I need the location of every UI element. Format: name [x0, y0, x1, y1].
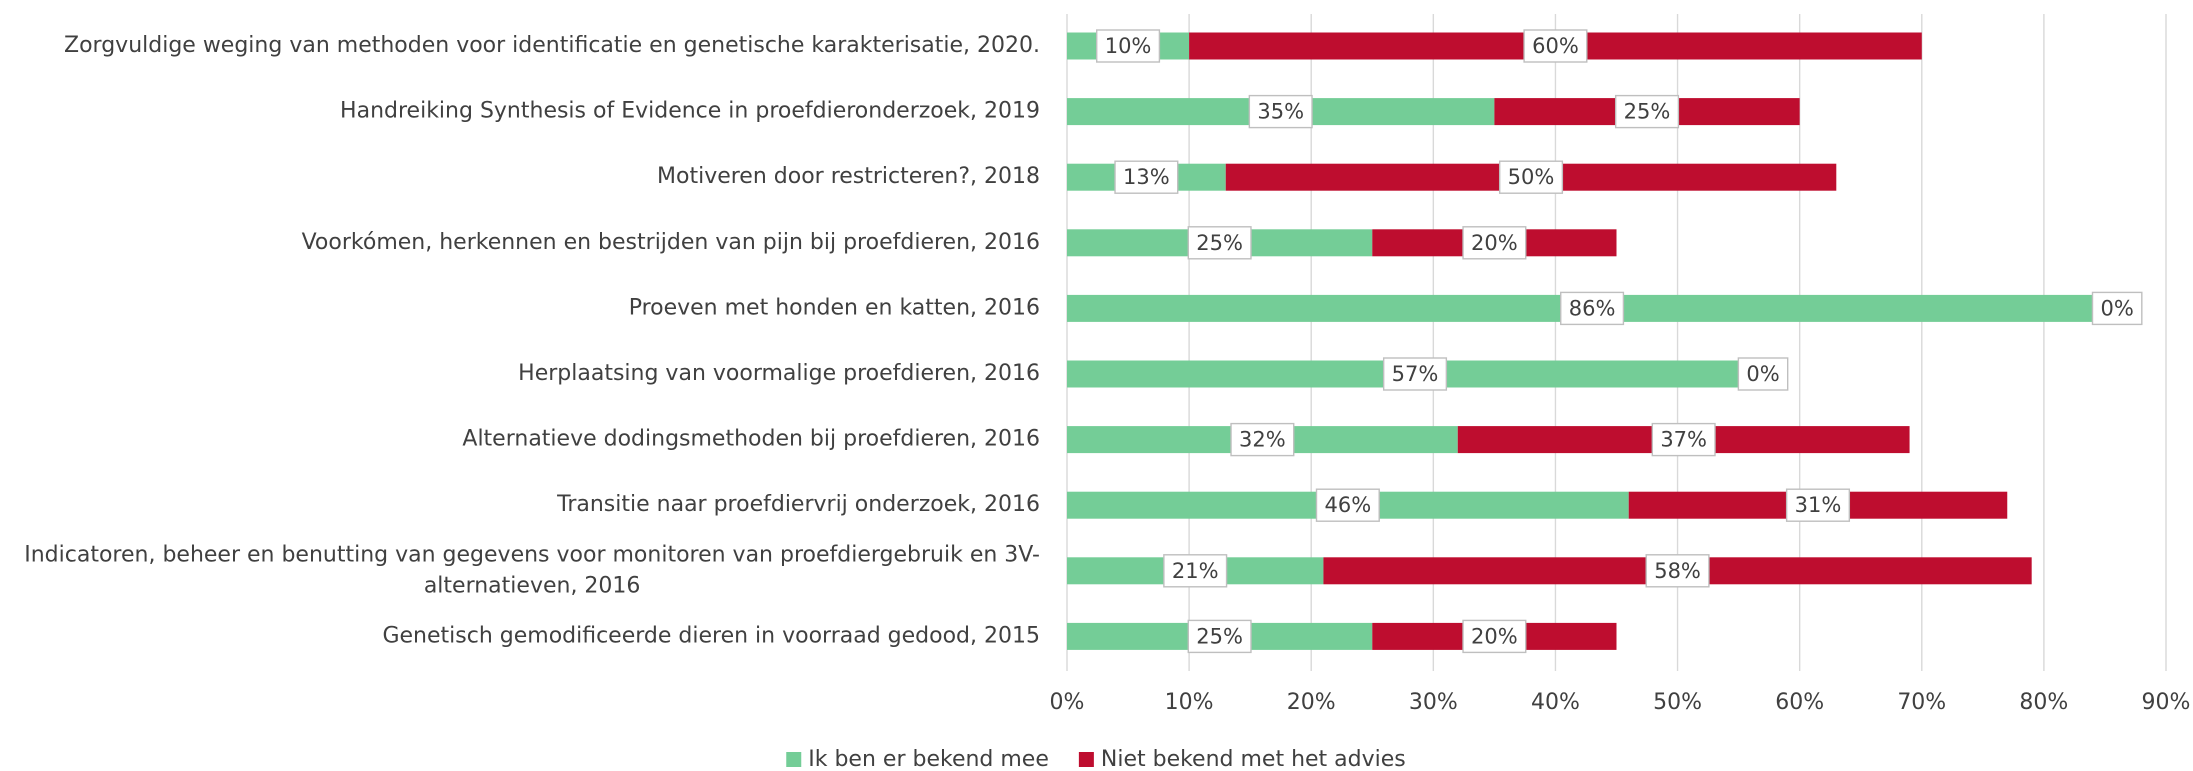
data-label: 13% [1114, 160, 1179, 194]
data-label-text: 50% [1508, 165, 1555, 189]
x-tick-label: 50% [1653, 690, 1702, 715]
legend-label: Ik ben er bekend mee [808, 747, 1049, 771]
y-tick-label: Herplaatsing van voormalige proefdieren,… [518, 361, 1040, 386]
data-label-text: 20% [1471, 624, 1518, 648]
y-tick-label: Proeven met honden en katten, 2016 [629, 295, 1040, 320]
data-label-box [2091, 291, 2143, 326]
x-tick-label: 30% [1409, 690, 1458, 715]
data-label-text: 37% [1660, 428, 1707, 452]
data-label-box [1187, 619, 1252, 654]
data-label-box [1462, 226, 1527, 260]
data-label-text: 86% [1569, 296, 1616, 320]
data-label: 10% [1096, 29, 1161, 63]
data-label: 25% [1187, 226, 1252, 260]
data-label-text: 0% [2100, 296, 2133, 320]
data-label: 25% [1187, 619, 1252, 654]
x-tick-label: 90% [2142, 690, 2191, 715]
data-label-box [1614, 94, 1680, 129]
data-label: 31% [1785, 488, 1851, 522]
x-tick-label: 70% [1897, 690, 1946, 715]
data-label: 0% [1737, 357, 1789, 391]
data-label-box [1498, 160, 1564, 194]
data-label: 46% [1315, 488, 1380, 522]
data-label-text: 60% [1532, 34, 1579, 58]
data-label: 32% [1230, 422, 1295, 457]
data-label: 86% [1560, 291, 1625, 326]
data-label-text: 25% [1624, 100, 1671, 124]
y-tick-label: Handreiking Synthesis of Evidence in pro… [340, 99, 1040, 124]
data-label-box [1382, 357, 1448, 391]
data-label-box [1187, 226, 1252, 260]
data-label-text: 46% [1325, 493, 1372, 517]
data-label-box [1114, 160, 1179, 194]
legend-swatch [786, 752, 802, 767]
data-label-text: 25% [1196, 624, 1243, 648]
x-tick-label: 60% [1775, 690, 1824, 715]
y-tick-label: Voorkómen, herkennen en bestrijden van p… [302, 230, 1040, 255]
data-label-text: 32% [1239, 428, 1286, 452]
data-label-text: 13% [1123, 165, 1170, 189]
y-tick-label: Motiveren door restricteren?, 2018 [657, 164, 1040, 189]
y-tick-label: Genetisch gemodificeerde dieren in voorr… [382, 623, 1040, 648]
data-label: 50% [1498, 160, 1564, 194]
data-label-box [1248, 94, 1313, 129]
data-label-box [1523, 29, 1588, 63]
data-label: 35% [1248, 94, 1313, 129]
data-label-box [1462, 619, 1527, 654]
data-label: 21% [1163, 554, 1228, 588]
data-label-box [1315, 488, 1380, 522]
data-label-text: 35% [1257, 100, 1304, 124]
y-tick-label: Transitie naar proefdiervrij onderzoek, … [556, 492, 1040, 517]
y-tick-label: Alternatieve dodingsmethoden bij proefdi… [462, 427, 1040, 452]
data-label: 20% [1462, 226, 1527, 260]
x-tick-label: 0% [1050, 690, 1085, 715]
data-label-text: 57% [1392, 362, 1439, 386]
legend-label: Niet bekend met het advies [1101, 747, 1406, 771]
data-label-text: 10% [1105, 34, 1152, 58]
data-label-box [1645, 554, 1710, 588]
data-label: 37% [1651, 422, 1716, 457]
legend: Ik ben er bekend mee Niet bekend met het … [786, 747, 1406, 771]
y-tick-label: Indicatoren, beheer en benutting van geg… [24, 542, 1040, 598]
data-label: 58% [1645, 554, 1710, 588]
y-tick-label: Zorgvuldige weging van methoden voor ide… [64, 33, 1040, 58]
data-label-text: 58% [1654, 559, 1701, 583]
x-tick-label: 80% [2019, 690, 2068, 715]
x-tick-label: 40% [1531, 690, 1580, 715]
data-label: 60% [1523, 29, 1588, 63]
data-label: 57% [1382, 357, 1448, 391]
x-tick-label: 20% [1287, 690, 1336, 715]
data-label-box [1785, 488, 1851, 522]
data-label: 0% [2091, 291, 2143, 326]
data-label-text: 0% [1746, 362, 1779, 386]
legend-swatch [1078, 752, 1094, 767]
data-label-text: 31% [1795, 493, 1842, 517]
data-label: 25% [1614, 94, 1680, 129]
data-label-box [1560, 291, 1625, 326]
data-label-box [1163, 554, 1228, 588]
data-label: 20% [1462, 619, 1527, 654]
data-label-text: 21% [1172, 559, 1219, 583]
data-label-text: 20% [1471, 231, 1518, 255]
data-label-box [1737, 357, 1789, 391]
data-label-box [1230, 422, 1295, 457]
data-label-text: 25% [1196, 231, 1243, 255]
data-label-box [1096, 29, 1161, 63]
data-label-box [1651, 422, 1716, 457]
x-tick-label: 10% [1165, 690, 1214, 715]
